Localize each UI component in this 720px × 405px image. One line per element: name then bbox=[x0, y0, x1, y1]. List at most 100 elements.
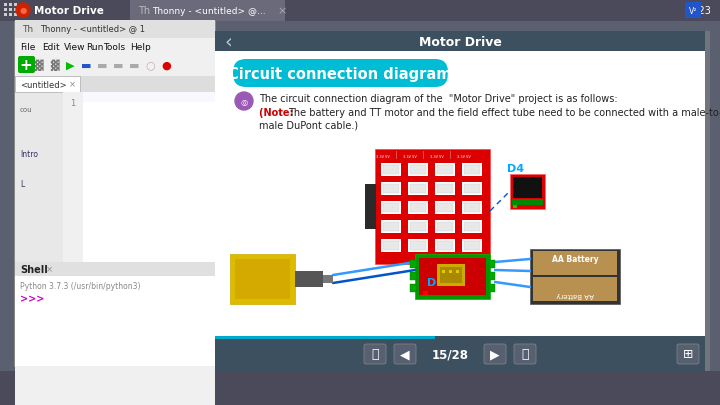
Bar bbox=[423, 151, 424, 160]
Text: · ·: · · bbox=[390, 187, 392, 190]
Circle shape bbox=[235, 93, 253, 111]
Bar bbox=[437, 166, 453, 175]
Bar bbox=[383, 185, 399, 194]
Text: ×: × bbox=[46, 265, 53, 274]
FancyBboxPatch shape bbox=[394, 344, 416, 364]
Text: AA Battery: AA Battery bbox=[552, 255, 598, 264]
Text: >>>: >>> bbox=[20, 293, 45, 303]
Bar bbox=[9, 14, 12, 17]
Bar bbox=[15, 276, 215, 366]
Text: · ·: · · bbox=[471, 205, 473, 209]
Bar bbox=[512, 200, 543, 205]
Bar bbox=[383, 166, 399, 175]
Text: ◀: ◀ bbox=[400, 347, 410, 360]
Text: 3.3V 5V: 3.3V 5V bbox=[403, 155, 417, 159]
Text: ▬: ▬ bbox=[81, 60, 91, 70]
Text: D4: D4 bbox=[507, 164, 524, 174]
Bar bbox=[437, 203, 453, 213]
Text: 3.3V 5V: 3.3V 5V bbox=[457, 155, 471, 159]
Text: ‹: ‹ bbox=[225, 32, 233, 51]
Bar bbox=[4, 9, 7, 12]
Text: Intro: Intro bbox=[20, 150, 38, 159]
Text: cou: cou bbox=[20, 107, 32, 113]
Text: File: File bbox=[20, 43, 35, 51]
Bar bbox=[489, 272, 495, 280]
Text: L: L bbox=[20, 180, 24, 189]
Bar bbox=[464, 166, 480, 175]
Bar bbox=[383, 241, 399, 250]
Bar bbox=[63, 93, 83, 262]
FancyBboxPatch shape bbox=[364, 344, 386, 364]
Bar bbox=[9, 4, 12, 7]
Bar bbox=[130, 0, 285, 22]
Bar bbox=[0, 0, 720, 22]
Bar bbox=[410, 203, 426, 213]
Bar bbox=[15, 21, 215, 39]
Text: Python 3.7.3 (/usr/bin/python3): Python 3.7.3 (/usr/bin/python3) bbox=[20, 282, 140, 291]
Text: ⏮: ⏮ bbox=[372, 347, 379, 360]
Text: 1: 1 bbox=[71, 98, 76, 107]
Bar bbox=[489, 284, 495, 292]
Text: ▓: ▓ bbox=[50, 60, 58, 71]
FancyBboxPatch shape bbox=[233, 60, 448, 88]
Bar bbox=[0, 371, 720, 405]
Bar bbox=[381, 239, 401, 252]
Text: 14:23: 14:23 bbox=[684, 6, 712, 16]
Text: ▶: ▶ bbox=[490, 347, 500, 360]
Bar bbox=[408, 164, 428, 177]
Text: · ·: · · bbox=[390, 243, 392, 247]
Bar bbox=[462, 220, 482, 233]
Bar bbox=[450, 151, 451, 160]
Bar bbox=[435, 202, 455, 215]
Bar bbox=[323, 275, 333, 284]
Bar bbox=[83, 93, 215, 103]
Text: <untitled>: <untitled> bbox=[20, 80, 67, 89]
Bar bbox=[435, 220, 455, 233]
Text: Edit: Edit bbox=[42, 43, 60, 51]
Bar bbox=[533, 252, 617, 275]
Text: ◎: ◎ bbox=[240, 97, 248, 106]
Text: Thonny - <untitled> @...: Thonny - <untitled> @... bbox=[152, 6, 266, 15]
Bar bbox=[14, 20, 216, 367]
Bar bbox=[423, 291, 428, 295]
Bar bbox=[215, 336, 435, 339]
Bar bbox=[381, 220, 401, 233]
Bar bbox=[295, 271, 323, 287]
Bar bbox=[15, 77, 215, 93]
Bar bbox=[14, 4, 17, 7]
Bar bbox=[410, 166, 426, 175]
Text: Th: Th bbox=[22, 26, 33, 34]
Bar bbox=[383, 222, 399, 231]
Bar bbox=[4, 14, 7, 17]
Bar bbox=[410, 260, 416, 269]
Text: · ·: · · bbox=[471, 187, 473, 190]
Text: · ·: · · bbox=[444, 205, 446, 209]
Bar bbox=[63, 93, 215, 262]
Text: · ·: · · bbox=[417, 187, 419, 190]
Text: D5: D5 bbox=[427, 277, 444, 287]
Bar bbox=[464, 185, 480, 194]
Text: · ·: · · bbox=[417, 205, 419, 209]
Bar bbox=[410, 272, 416, 280]
Text: · ·: · · bbox=[471, 224, 473, 228]
Bar bbox=[462, 239, 482, 252]
Bar bbox=[533, 277, 617, 301]
Bar bbox=[462, 202, 482, 215]
Circle shape bbox=[16, 4, 30, 18]
Bar bbox=[419, 258, 486, 295]
Text: ×: × bbox=[277, 6, 287, 16]
Bar bbox=[15, 93, 63, 262]
Text: ▓: ▓ bbox=[34, 60, 42, 71]
Bar bbox=[383, 203, 399, 213]
Bar bbox=[705, 32, 710, 371]
Bar bbox=[15, 39, 215, 55]
Bar bbox=[462, 183, 482, 196]
Text: ×: × bbox=[68, 80, 76, 89]
Text: · ·: · · bbox=[390, 168, 392, 172]
Bar bbox=[464, 203, 480, 213]
Bar bbox=[215, 52, 705, 336]
Bar bbox=[14, 14, 17, 17]
Text: · ·: · · bbox=[417, 168, 419, 172]
Bar bbox=[435, 239, 455, 252]
Text: · ·: · · bbox=[471, 243, 473, 247]
